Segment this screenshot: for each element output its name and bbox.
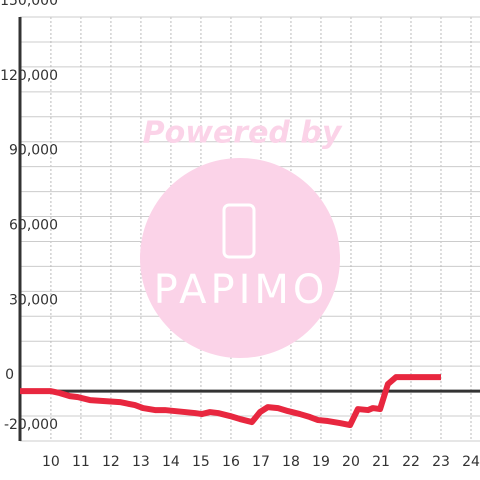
y-tick-label: -20,000 — [4, 417, 58, 433]
x-tick-label: 19 — [312, 454, 330, 470]
x-tick-label: 23 — [432, 454, 450, 470]
watermark-icon — [222, 203, 256, 259]
x-tick-label: 22 — [402, 454, 420, 470]
x-tick-label: 14 — [162, 454, 180, 470]
plot — [20, 374, 441, 429]
y-tick-label: 0 — [5, 367, 14, 383]
y-tick-label: 120,000 — [0, 68, 58, 84]
y-tick-label: 90,000 — [9, 143, 58, 159]
y-tick-label: 30,000 — [9, 292, 58, 308]
x-tick-label: 11 — [72, 454, 90, 470]
x-tick-label: 18 — [282, 454, 300, 470]
y-tick-label: 150,000 — [0, 0, 58, 9]
x-tick-label: 12 — [102, 454, 120, 470]
x-tick-label: 13 — [132, 454, 150, 470]
x-tick-label: 16 — [222, 454, 240, 470]
x-tick-label: 24 — [462, 454, 480, 470]
x-tick-label: 10 — [42, 454, 60, 470]
watermark-brand: PAPIMO — [154, 267, 329, 313]
watermark-title: Powered by — [143, 116, 343, 151]
x-tick-label: 17 — [252, 454, 270, 470]
x-tick-label: 21 — [372, 454, 390, 470]
x-tick-label: 15 — [192, 454, 210, 470]
x-tick-label: 20 — [342, 454, 360, 470]
data-line — [20, 374, 441, 429]
y-tick-label: 60,000 — [9, 217, 58, 233]
